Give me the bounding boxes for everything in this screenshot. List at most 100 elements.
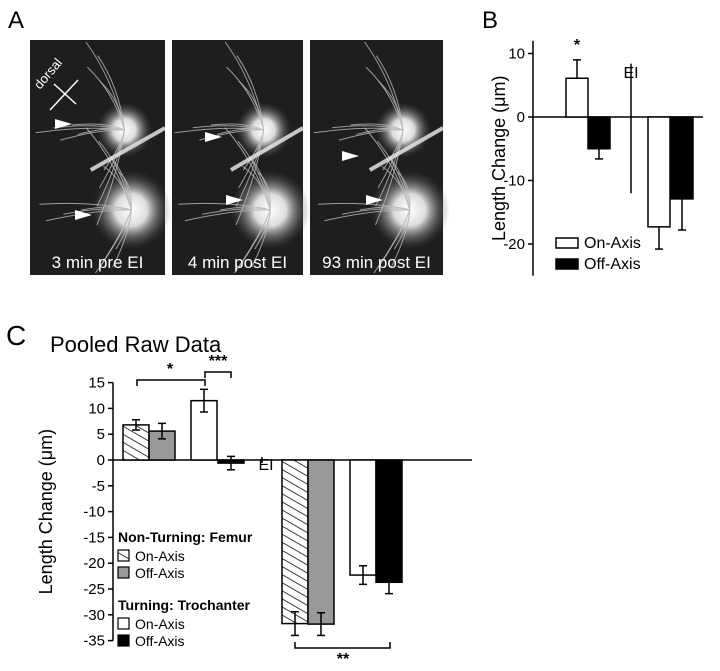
y-tick-label: -25 (83, 581, 105, 598)
legend-group-title: Non-Turning: Femur (118, 529, 253, 545)
legend-label: Off-Axis (584, 256, 641, 273)
significance-bracket (294, 642, 391, 649)
dendrite (257, 171, 271, 211)
y-tick-label: 5 (97, 426, 105, 443)
dendrite (60, 129, 125, 141)
significance: * (167, 361, 174, 378)
caption: 4 min post EI (188, 253, 287, 272)
dendrite (96, 129, 125, 226)
significance: ** (337, 651, 350, 666)
caption: 93 min post EI (322, 253, 431, 272)
significance: *** (209, 353, 228, 370)
dendrite (242, 165, 271, 211)
orientation-axis (53, 83, 77, 105)
dendrite (112, 209, 132, 268)
bar (281, 459, 309, 625)
significance-bracket (204, 371, 232, 378)
y-tick-label: 0 (517, 109, 525, 126)
panel-label: A (8, 7, 24, 34)
neuron (174, 41, 311, 274)
legend-swatch (117, 634, 130, 647)
caption: 3 min pre EI (52, 253, 144, 272)
legend-swatch (117, 549, 130, 562)
bar (307, 459, 335, 625)
y-tick-label: 0 (97, 452, 105, 469)
y-tick-label: -35 (83, 633, 105, 650)
y-tick-label: -20 (503, 236, 525, 253)
dendrite (235, 129, 265, 226)
y-tick-label: -5 (92, 478, 105, 495)
dendrite (251, 209, 271, 268)
bar (587, 116, 611, 150)
legend-swatch (555, 258, 579, 270)
dendrite (390, 209, 411, 268)
axon (229, 126, 305, 172)
arrowhead (75, 210, 92, 220)
y-tick-label: -20 (83, 555, 105, 572)
dendrite (234, 209, 271, 274)
dendrite (95, 209, 132, 274)
significance: * (574, 37, 581, 54)
arrowhead (226, 195, 243, 205)
y-tick-label: -30 (83, 607, 105, 624)
dendrite (226, 66, 265, 131)
arrowhead (342, 151, 359, 161)
neuron (35, 41, 172, 274)
legend-label: Off-Axis (135, 565, 185, 581)
legend-label: On-Axis (135, 548, 185, 564)
dendrite (364, 127, 411, 211)
y-axis-label: Length Change (μm) (36, 429, 56, 594)
significance-bracket (136, 379, 206, 386)
dendrite (373, 209, 411, 274)
dendrite (118, 171, 132, 211)
dendrite (85, 127, 132, 211)
y-axis-label: Length Change (μm) (489, 76, 509, 241)
dendrite (224, 127, 271, 211)
legend-label: On-Axis (584, 235, 641, 252)
y-tick-label: -10 (503, 173, 525, 190)
bar (647, 116, 671, 228)
dendrite (381, 165, 411, 211)
marker-label: EI (623, 65, 638, 82)
legend-label: Off-Axis (135, 633, 185, 649)
bar (670, 116, 694, 200)
axon (368, 126, 444, 172)
legend-label: On-Axis (135, 616, 185, 632)
legend-swatch (117, 566, 130, 579)
dendrite (202, 208, 271, 215)
legend-swatch (555, 237, 579, 249)
bar (375, 459, 403, 584)
dendrite (63, 208, 132, 215)
axon (89, 126, 166, 172)
marker-label: EI (258, 457, 273, 474)
dendrite (365, 66, 404, 131)
arrowhead (55, 119, 72, 129)
chart-title: Pooled Raw Data (50, 332, 222, 357)
y-tick-label: -15 (83, 529, 105, 546)
dendrite (375, 129, 404, 226)
panel-label: B (482, 7, 498, 34)
dendrite (86, 66, 125, 131)
dendrite (324, 209, 410, 222)
y-tick-label: -10 (83, 504, 105, 521)
dendrite (45, 209, 132, 222)
y-tick-label: 10 (88, 400, 105, 417)
dendrite (397, 171, 411, 211)
legend-swatch (117, 617, 130, 630)
bar (349, 459, 377, 576)
dendrite (103, 165, 132, 211)
orientation-axis (49, 79, 79, 111)
arrowhead (366, 195, 383, 205)
dendrite (338, 129, 404, 141)
neuron (314, 41, 450, 274)
arrowhead (205, 132, 222, 142)
y-tick-label: 15 (88, 375, 105, 392)
dendrite (184, 209, 271, 222)
micrographs: 3 min pre EI 4 min post EI 93 min post EId… (30, 40, 450, 275)
bar (565, 77, 589, 118)
y-tick-label: 10 (508, 46, 525, 63)
legend-group-title: Turning: Trochanter (118, 597, 251, 613)
dendrite (341, 208, 410, 215)
panel-label: C (6, 320, 26, 351)
